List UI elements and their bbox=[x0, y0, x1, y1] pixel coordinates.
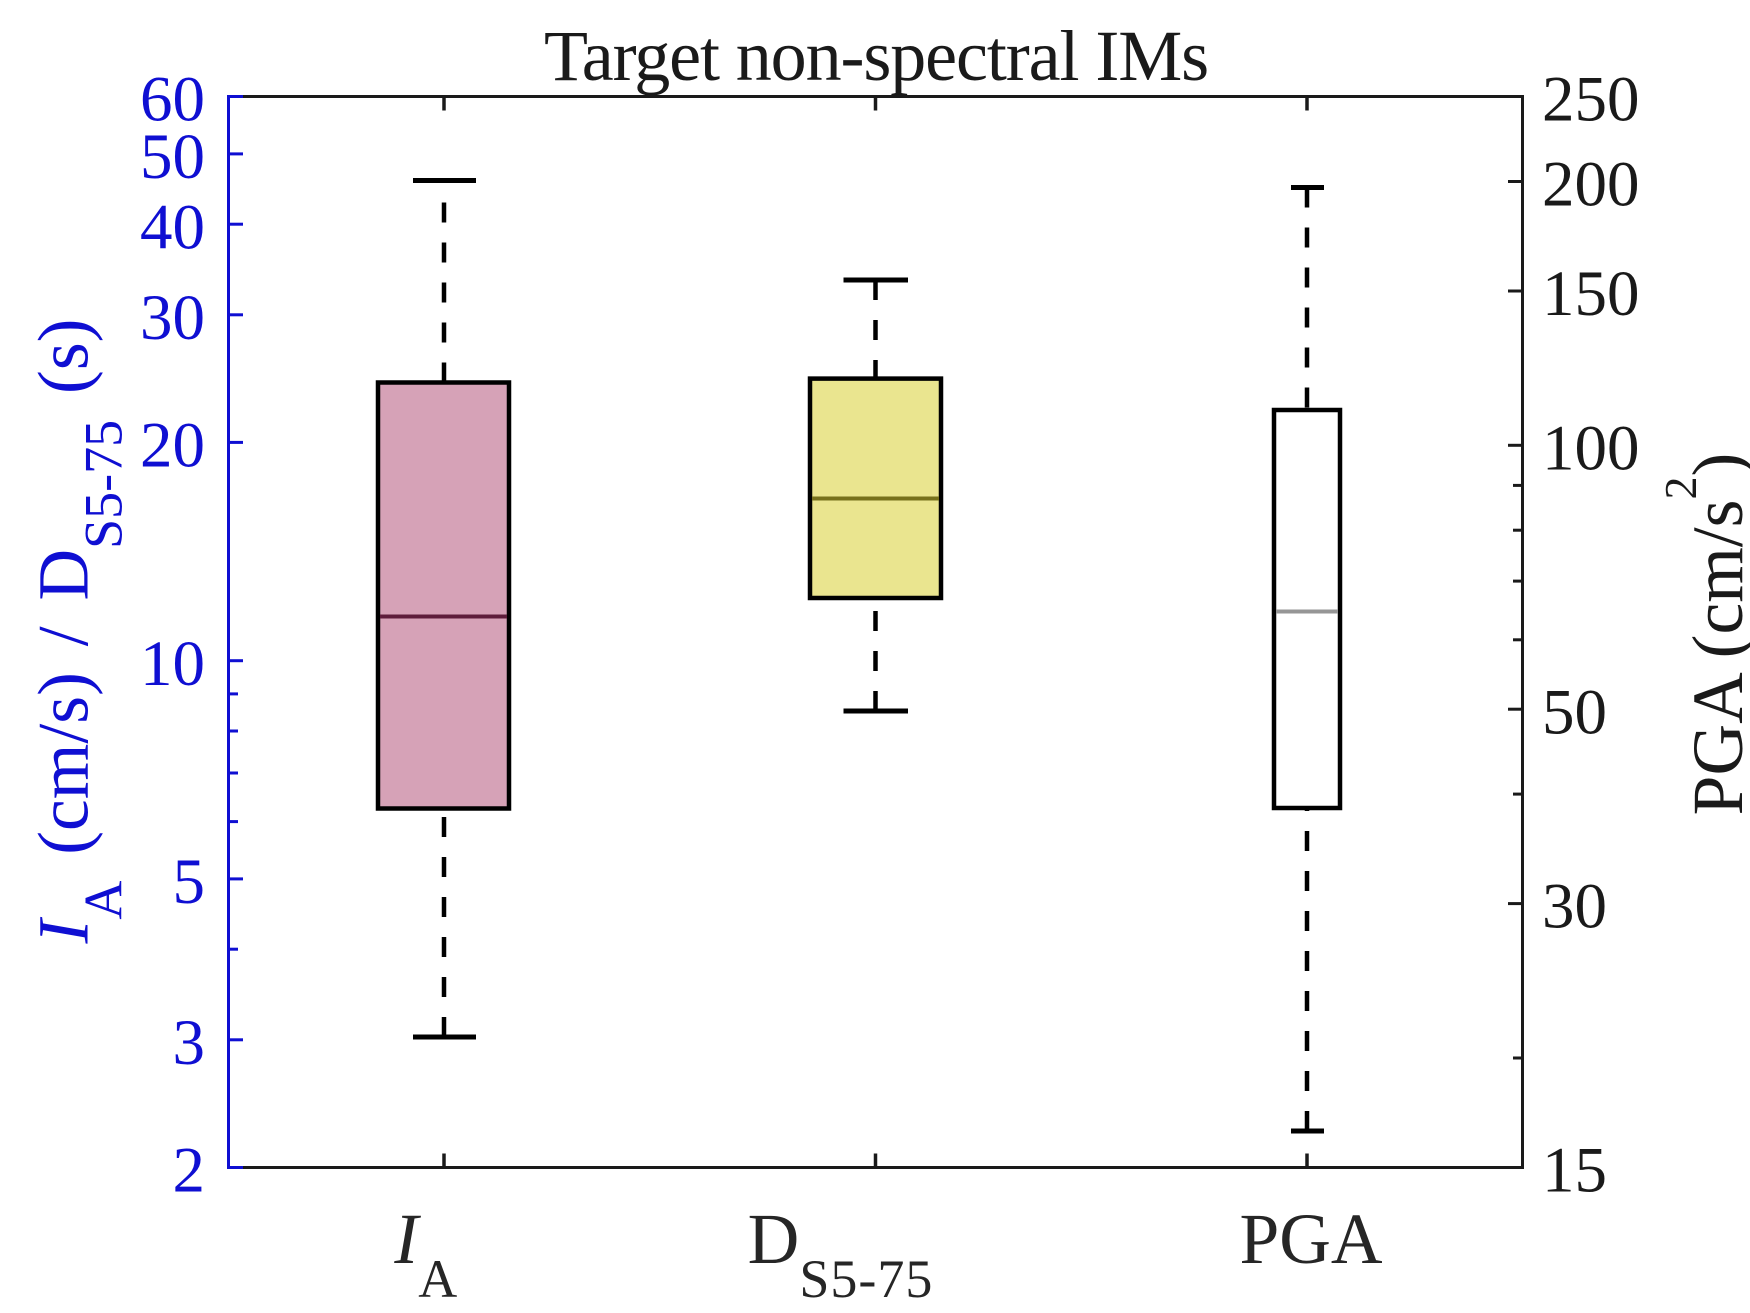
svg-text:30: 30 bbox=[1542, 871, 1607, 943]
svg-text:50: 50 bbox=[140, 121, 205, 193]
svg-text:2: 2 bbox=[173, 1135, 206, 1207]
svg-text:PGA: PGA bbox=[1239, 1200, 1382, 1279]
svg-text:20: 20 bbox=[140, 409, 205, 481]
svg-text:10: 10 bbox=[140, 628, 205, 700]
svg-text:15: 15 bbox=[1542, 1135, 1607, 1207]
svg-text:IA (cm/s) / DS5-75 (s): IA (cm/s) / DS5-75 (s) bbox=[25, 319, 134, 945]
svg-text:Target non-spectral IMs: Target non-spectral IMs bbox=[544, 16, 1208, 96]
svg-text:60: 60 bbox=[140, 64, 205, 136]
svg-text:30: 30 bbox=[140, 282, 205, 354]
svg-text:200: 200 bbox=[1542, 149, 1640, 221]
svg-text:50: 50 bbox=[1542, 676, 1607, 748]
svg-text:5: 5 bbox=[173, 846, 206, 918]
svg-text:150: 150 bbox=[1542, 258, 1640, 330]
svg-text:IA: IA bbox=[393, 1200, 457, 1309]
svg-text:40: 40 bbox=[140, 191, 205, 263]
svg-text:250: 250 bbox=[1542, 64, 1640, 136]
svg-text:3: 3 bbox=[173, 1007, 206, 1079]
svg-text:100: 100 bbox=[1542, 412, 1640, 484]
